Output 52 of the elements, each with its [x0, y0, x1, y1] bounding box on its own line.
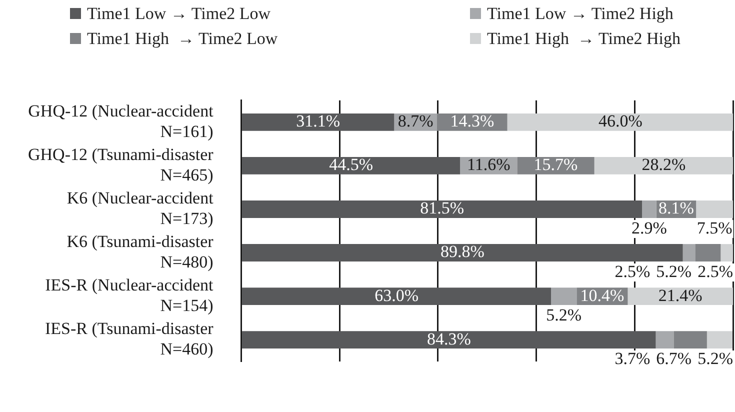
data-label: 5.2% [656, 262, 692, 281]
bar [656, 331, 674, 349]
data-label: 8.7% [398, 112, 434, 131]
data-label: 89.8% [440, 242, 484, 262]
data-label: 31.1% [296, 112, 340, 131]
data-label: 84.3% [426, 329, 471, 348]
data-label: 3.7% [614, 349, 650, 368]
legend-label: Time1 Low → Time2 High [487, 4, 674, 24]
bar [551, 288, 577, 306]
bar [642, 200, 656, 218]
bar [242, 244, 683, 262]
legend-label: Time1 Low → Time2 Low [87, 4, 271, 24]
data-label: 10.4% [580, 286, 624, 305]
data-label: 15.7% [534, 155, 578, 174]
data-label: 5.2% [546, 305, 582, 324]
data-label: 2.5% [614, 262, 650, 281]
data-label: 5.2% [698, 349, 734, 368]
data-label: 44.5% [329, 155, 374, 174]
bar [507, 113, 733, 131]
bar [696, 200, 733, 218]
bar [242, 200, 642, 218]
bar [242, 288, 552, 306]
bar [242, 331, 656, 349]
y-tick-label: IES-R (Tsunami-disaster N=460) [44, 319, 214, 358]
data-label: 2.5% [698, 262, 734, 281]
bar [695, 244, 721, 262]
bar [242, 156, 460, 174]
data-label: 63.0% [374, 286, 419, 305]
data-label: 21.4% [658, 286, 702, 305]
y-tick-label: IES-R (Nuclear-accident N=154) [45, 276, 214, 315]
bar [674, 331, 707, 349]
data-label: 46.0% [598, 112, 642, 131]
data-label: 11.6% [466, 155, 510, 174]
y-tick-label: K6 (Tsunami-disaster N=480) [66, 232, 214, 272]
legend-label: Time1 High → Time2 Low [87, 28, 278, 48]
data-label: 81.5% [420, 198, 464, 218]
bar [682, 244, 696, 262]
data-label: 14.3% [450, 112, 494, 131]
bar [594, 156, 733, 174]
data-label: 6.7% [656, 349, 692, 368]
bar [706, 331, 733, 349]
data-label: 8.1% [658, 198, 694, 218]
bar [242, 113, 394, 131]
y-tick-label: GHQ-12 (Nuclear-accident N=161) [28, 101, 214, 141]
data-label: 28.2% [642, 155, 686, 174]
data-label: 2.9% [631, 218, 667, 238]
y-tick-label: K6 (Nuclear-accident N=173) [66, 188, 214, 228]
data-label: 7.5% [696, 218, 732, 238]
bar [720, 244, 733, 262]
bar [628, 288, 733, 306]
y-tick-label: GHQ-12 (Tsunami-disaster N=465) [28, 144, 214, 184]
legend-label: Time1 High → Time2 High [487, 28, 680, 48]
